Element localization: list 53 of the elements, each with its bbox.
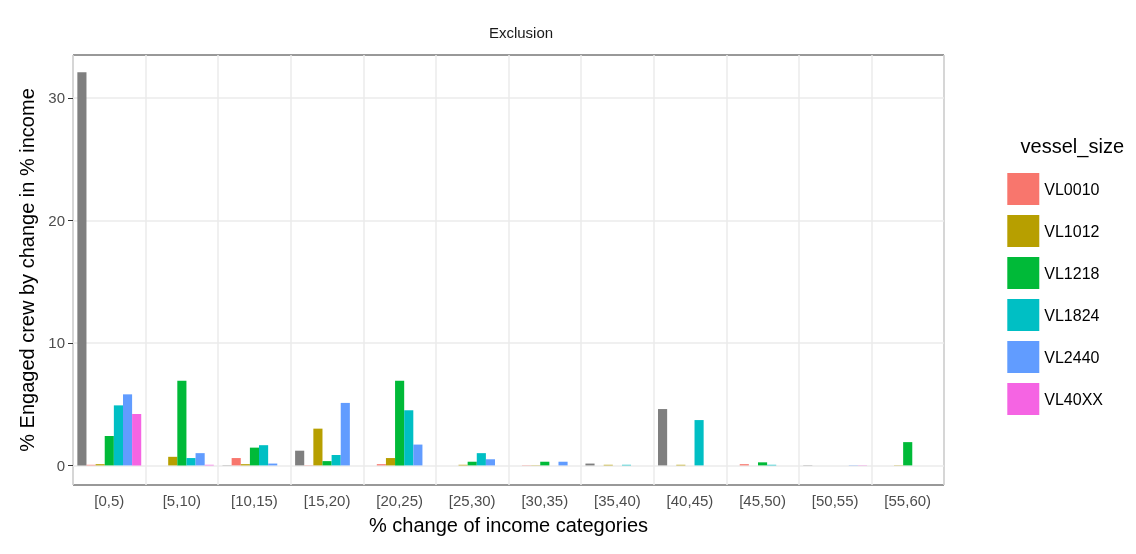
legend-label: VL1218	[1044, 264, 1100, 282]
x-tick-label: [45,50)	[739, 492, 786, 509]
bar	[195, 453, 205, 466]
y-tick-label: 30	[48, 89, 65, 107]
bar	[322, 461, 332, 466]
bar	[122, 394, 133, 466]
bar	[104, 436, 114, 466]
legend-label: VL40XX	[1044, 390, 1104, 408]
x-tick-label: [50,55)	[811, 492, 859, 509]
legend-label: VL1012	[1044, 222, 1100, 240]
bar	[231, 458, 241, 466]
bar	[77, 72, 87, 466]
bar	[903, 442, 913, 466]
legend-title: vessel_size	[1020, 135, 1125, 158]
y-tick-label: 0	[56, 456, 65, 474]
x-tick-label: [15,20)	[303, 492, 351, 509]
y-axis-title: % Engaged crew by change in % income	[16, 88, 38, 452]
bar	[331, 454, 341, 466]
chart-title: Exclusion	[488, 24, 554, 41]
x-tick-label: [55,60)	[884, 492, 932, 509]
bar	[113, 405, 123, 466]
x-axis-title: % change of income categories	[368, 514, 649, 536]
bar	[413, 444, 423, 466]
x-tick-label: [35,40)	[594, 492, 641, 509]
x-tick-label: [25,30)	[448, 492, 496, 509]
x-tick-label: [20,25)	[376, 492, 423, 509]
bar	[132, 413, 142, 466]
y-tick-label: 20	[48, 211, 65, 229]
legend-label: VL0010	[1044, 180, 1100, 198]
bar	[313, 428, 323, 466]
legend-label: VL1824	[1044, 306, 1100, 324]
bar	[295, 450, 305, 466]
bar	[186, 458, 196, 466]
bar	[485, 459, 496, 466]
legend-label: VL2440	[1044, 348, 1100, 366]
bar	[395, 380, 405, 466]
bar	[177, 380, 187, 466]
bar	[168, 456, 178, 466]
bar	[249, 447, 260, 466]
bar	[385, 458, 396, 466]
x-tick-label: [5,10)	[162, 492, 202, 509]
bar	[476, 453, 486, 466]
y-tick-label: 10	[48, 334, 65, 352]
x-tick-label: [10,15)	[231, 492, 278, 509]
x-tick-label: [0,5)	[94, 492, 125, 509]
x-tick-label: [40,45)	[666, 492, 714, 509]
bar	[340, 402, 350, 466]
bar	[694, 420, 704, 466]
x-tick-label: [30,35)	[521, 492, 569, 509]
bar	[658, 409, 668, 466]
bar	[404, 410, 414, 466]
bar	[757, 462, 768, 466]
bar	[259, 445, 269, 466]
